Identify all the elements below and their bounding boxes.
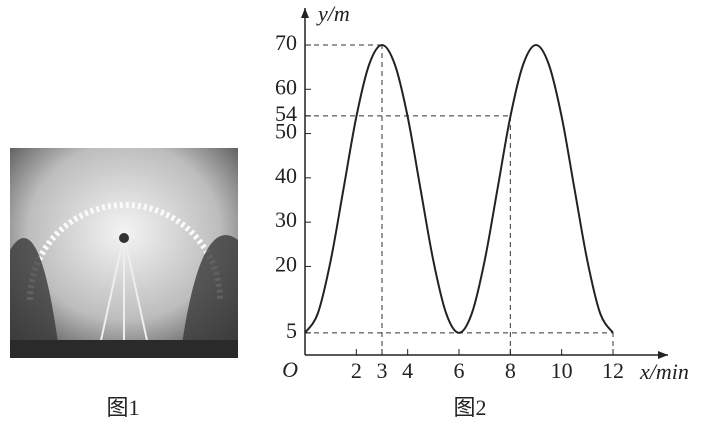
origin-label: O xyxy=(282,357,298,382)
y-arrow xyxy=(301,8,309,18)
x-tick-label: 8 xyxy=(505,358,516,383)
y-tick-label: 54 xyxy=(275,101,297,126)
photo xyxy=(10,148,238,358)
x-tick-label: 2 xyxy=(351,358,362,383)
y-tick-label: 70 xyxy=(275,30,297,55)
x-tick-label: 12 xyxy=(602,358,624,383)
x-tick-label: 10 xyxy=(551,358,573,383)
y-tick-label: 40 xyxy=(275,163,297,188)
y-tick-label: 30 xyxy=(275,207,297,232)
x-tick-label: 3 xyxy=(377,358,388,383)
y-tick-label: 60 xyxy=(275,74,297,99)
caption: 图1 xyxy=(106,395,139,420)
y-axis-label: y/m xyxy=(316,1,350,26)
y-tick-label: 50 xyxy=(275,119,297,144)
y-tick-label: 5 xyxy=(286,318,297,343)
x-axis-label: x/min xyxy=(639,359,689,384)
x-tick-label: 4 xyxy=(402,358,413,383)
x-arrow xyxy=(658,351,668,359)
curve xyxy=(304,43,614,334)
x-tick-label: 6 xyxy=(454,358,465,383)
y-tick-label: 20 xyxy=(275,251,297,276)
caption: 图2 xyxy=(453,395,486,420)
